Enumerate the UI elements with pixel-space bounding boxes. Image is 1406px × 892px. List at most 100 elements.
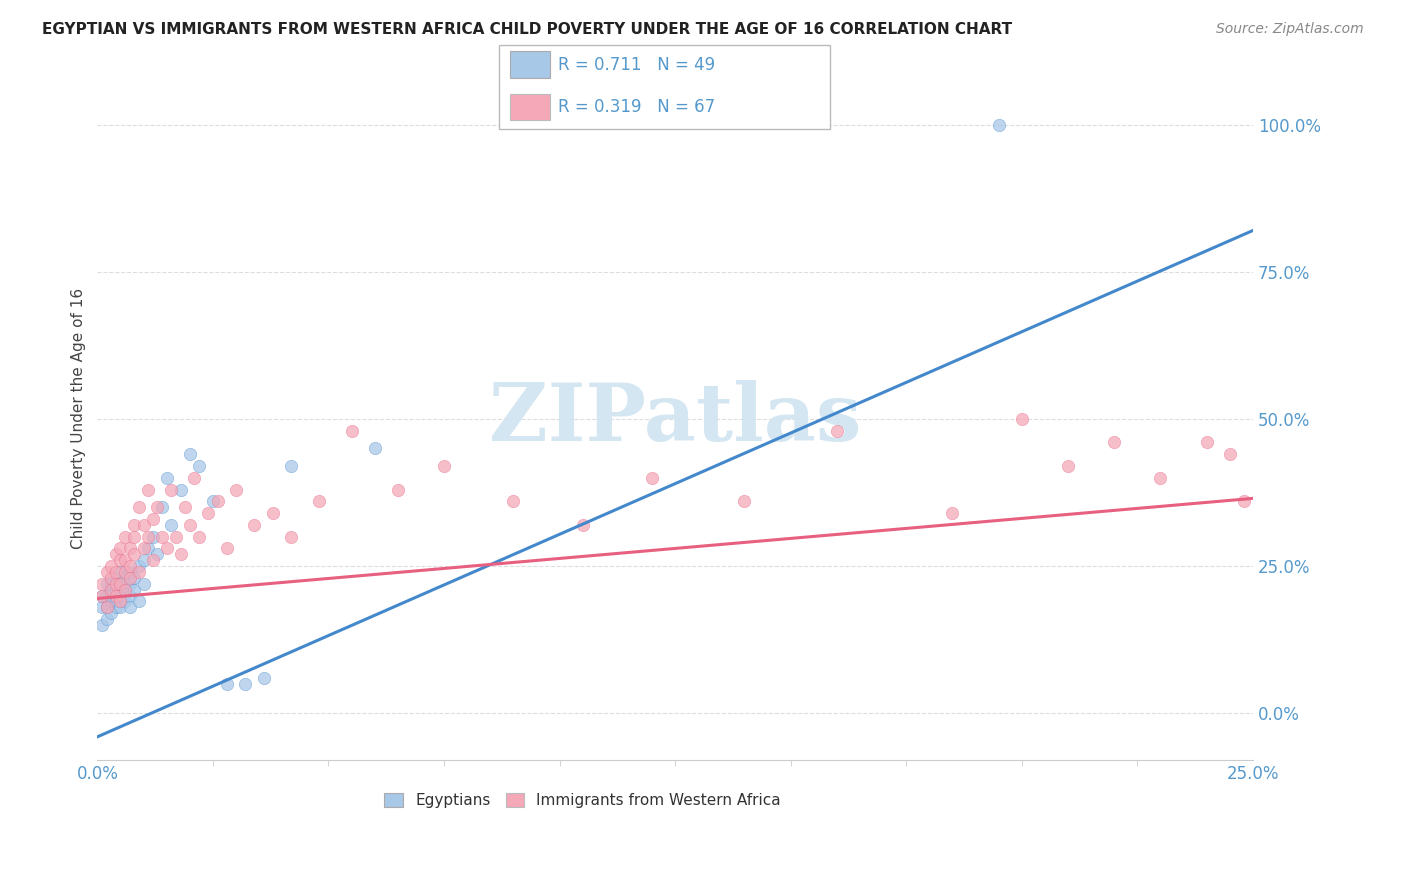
Point: [91, 576, 114, 591]
Point: [104, 565, 127, 579]
Text: Source: ZipAtlas.com: Source: ZipAtlas.com: [1216, 22, 1364, 37]
Point: [1011, 412, 1033, 426]
Point: [118, 589, 141, 603]
Point: [156, 541, 179, 556]
Point: [96, 565, 118, 579]
Point: [387, 483, 409, 497]
Point: [941, 506, 963, 520]
Point: [91, 589, 114, 603]
Point: [104, 589, 127, 603]
Text: R = 0.711   N = 49: R = 0.711 N = 49: [558, 55, 716, 74]
Point: [110, 589, 132, 603]
Point: [169, 483, 191, 497]
Point: [262, 506, 284, 520]
Point: [207, 494, 229, 508]
Point: [146, 547, 169, 561]
Point: [733, 494, 755, 508]
Point: [128, 594, 150, 608]
Point: [100, 559, 122, 574]
Point: [104, 600, 127, 615]
Point: [179, 447, 201, 461]
Point: [1219, 447, 1241, 461]
Point: [243, 517, 266, 532]
Point: [308, 494, 330, 508]
Text: R = 0.319   N = 67: R = 0.319 N = 67: [558, 98, 716, 116]
Point: [104, 547, 127, 561]
Text: EGYPTIAN VS IMMIGRANTS FROM WESTERN AFRICA CHILD POVERTY UNDER THE AGE OF 16 COR: EGYPTIAN VS IMMIGRANTS FROM WESTERN AFRI…: [42, 22, 1012, 37]
Point: [132, 517, 155, 532]
Point: [118, 565, 141, 579]
Point: [96, 589, 118, 603]
Point: [1102, 435, 1125, 450]
Point: [280, 458, 302, 473]
Point: [91, 600, 114, 615]
Point: [132, 541, 155, 556]
Point: [253, 671, 276, 685]
Point: [110, 600, 132, 615]
Point: [104, 576, 127, 591]
Point: [132, 576, 155, 591]
Point: [104, 582, 127, 597]
Point: [183, 471, 205, 485]
Point: [280, 530, 302, 544]
Point: [571, 517, 593, 532]
Point: [1057, 458, 1080, 473]
Point: [96, 612, 118, 626]
Point: [100, 582, 122, 597]
Point: [118, 571, 141, 585]
Point: [124, 582, 146, 597]
Point: [124, 547, 146, 561]
Point: [641, 471, 664, 485]
Point: [110, 576, 132, 591]
Text: ZIPatlas: ZIPatlas: [489, 380, 862, 458]
Point: [91, 589, 114, 603]
Point: [233, 677, 256, 691]
Point: [215, 541, 238, 556]
Point: [96, 600, 118, 615]
Point: [165, 530, 187, 544]
Y-axis label: Child Poverty Under the Age of 16: Child Poverty Under the Age of 16: [72, 288, 86, 549]
Point: [110, 576, 132, 591]
Point: [114, 530, 136, 544]
Point: [100, 589, 122, 603]
Point: [142, 530, 165, 544]
Legend: Egyptians, Immigrants from Western Africa: Egyptians, Immigrants from Western Afric…: [378, 787, 787, 814]
Point: [225, 483, 247, 497]
Point: [160, 517, 183, 532]
Point: [433, 458, 456, 473]
Point: [114, 582, 136, 597]
Point: [188, 458, 211, 473]
Point: [100, 606, 122, 620]
Point: [128, 565, 150, 579]
Point: [136, 541, 159, 556]
Point: [1149, 471, 1171, 485]
Point: [160, 483, 183, 497]
Point: [502, 494, 524, 508]
Point: [118, 541, 141, 556]
Point: [104, 571, 127, 585]
Point: [136, 530, 159, 544]
Point: [118, 576, 141, 591]
Point: [124, 530, 146, 544]
Point: [987, 118, 1010, 132]
Point: [215, 677, 238, 691]
Point: [136, 483, 159, 497]
Point: [174, 500, 197, 515]
Point: [188, 530, 211, 544]
Point: [114, 565, 136, 579]
Point: [169, 547, 191, 561]
Point: [110, 594, 132, 608]
Point: [110, 565, 132, 579]
Point: [104, 594, 127, 608]
Point: [150, 500, 173, 515]
Point: [100, 582, 122, 597]
Point: [114, 594, 136, 608]
Point: [96, 600, 118, 615]
Point: [142, 512, 165, 526]
Point: [142, 553, 165, 567]
Point: [110, 541, 132, 556]
Point: [114, 553, 136, 567]
Point: [91, 618, 114, 632]
Point: [128, 559, 150, 574]
Point: [132, 553, 155, 567]
